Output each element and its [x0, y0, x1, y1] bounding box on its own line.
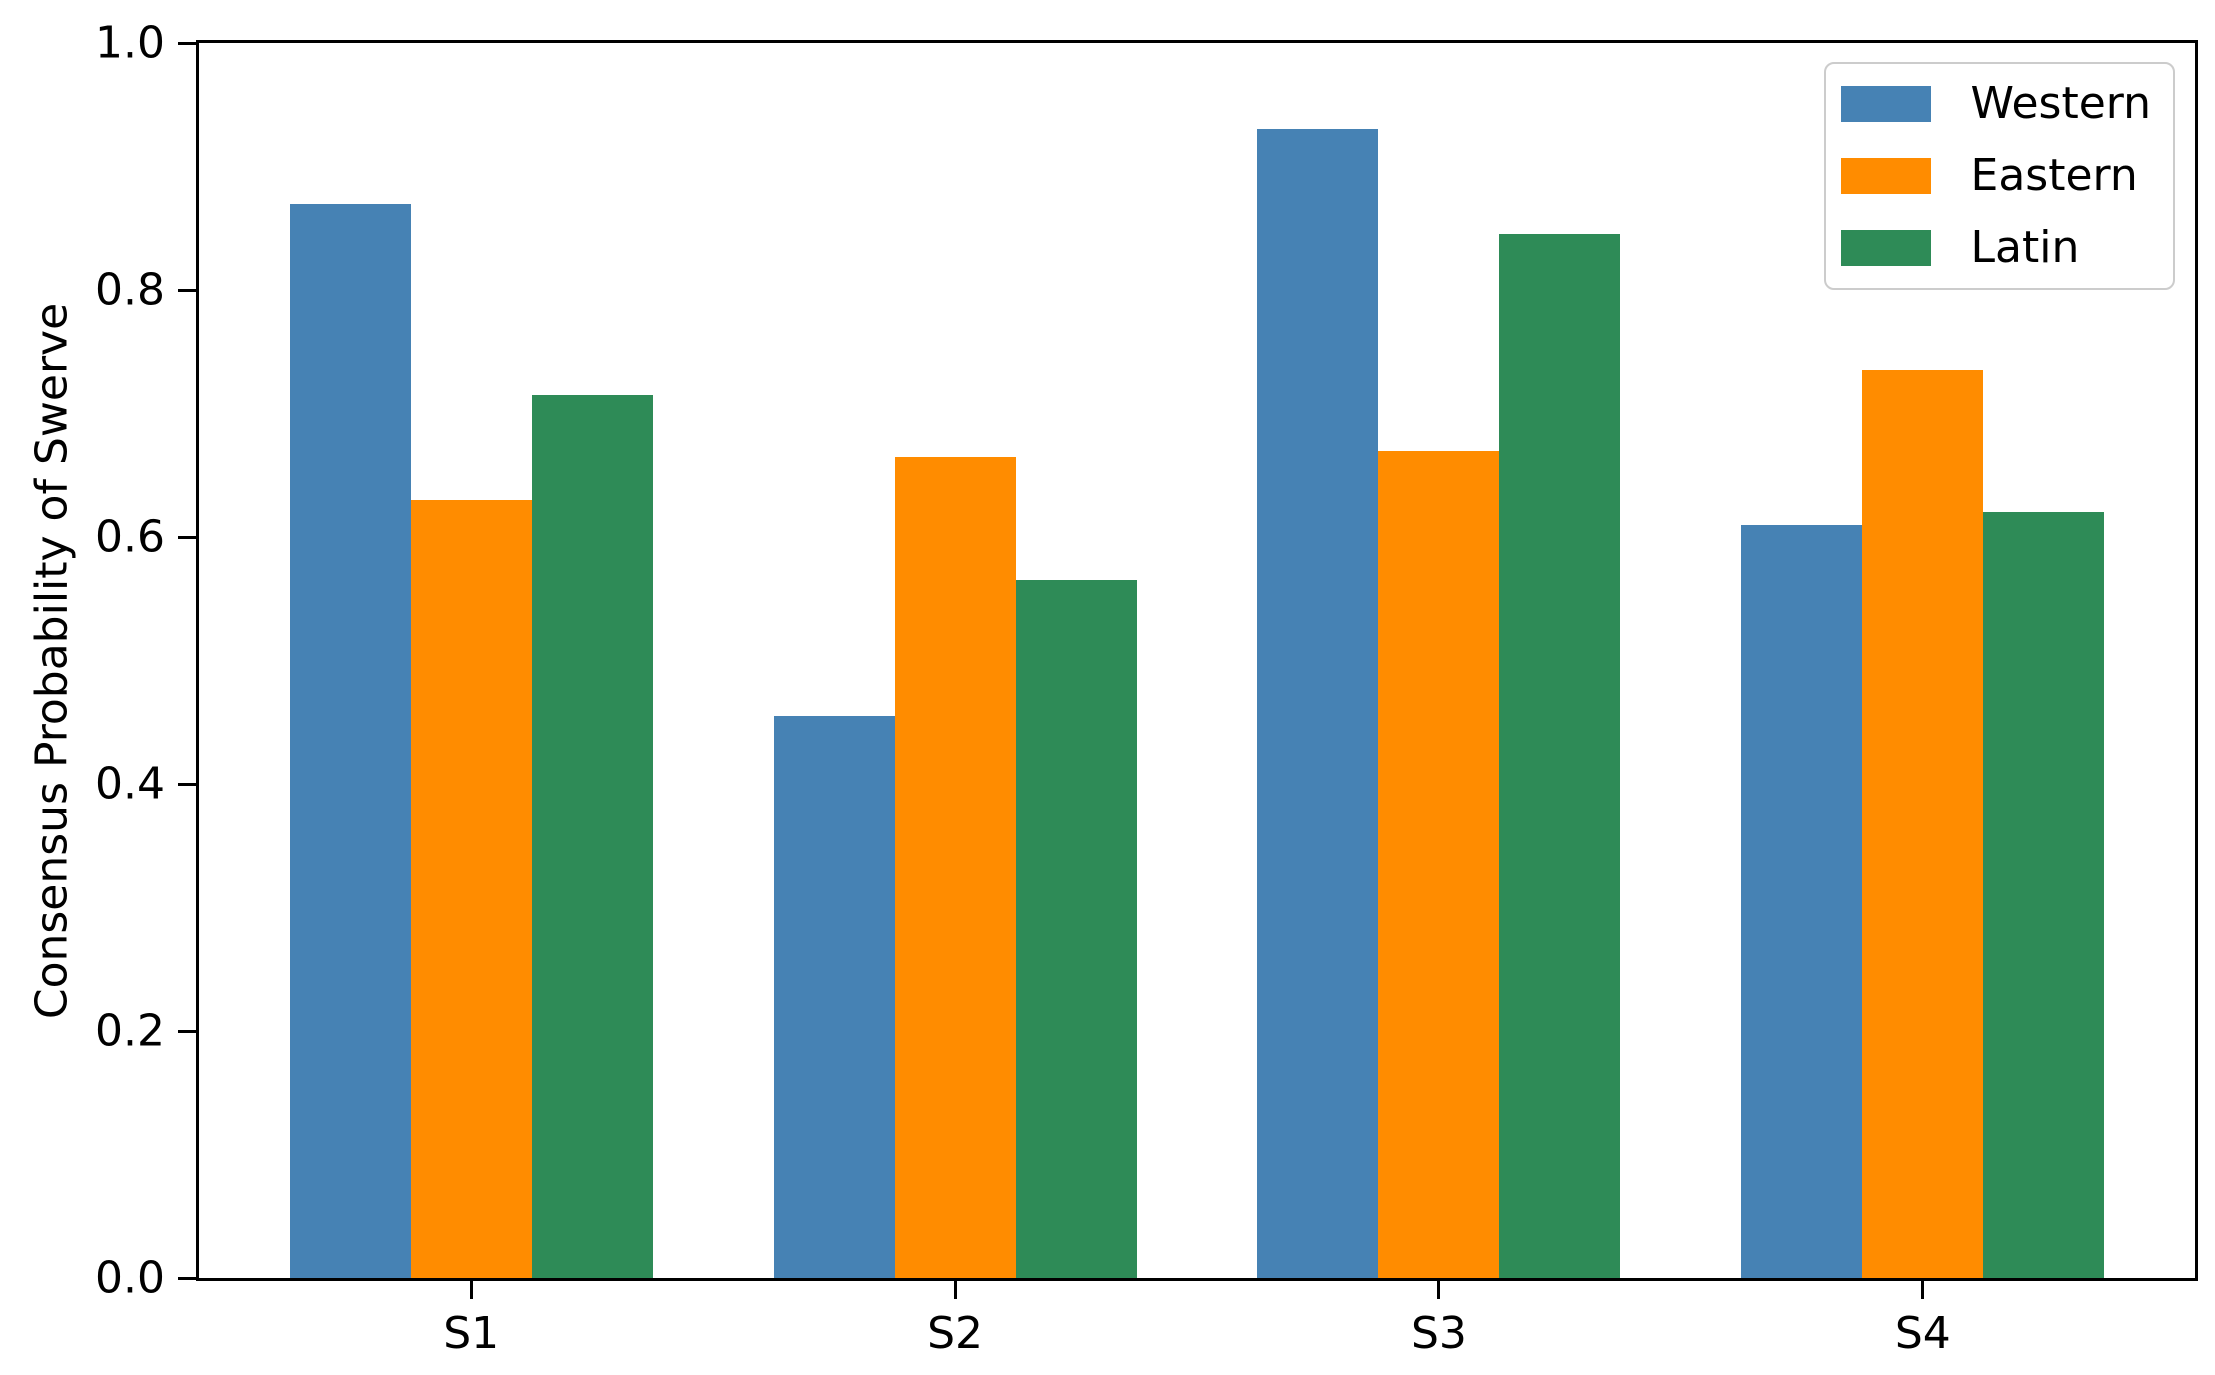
y-tick-label-1.0: 1.0	[95, 17, 165, 69]
bar-s1-latin	[531, 394, 653, 1278]
y-tick-mark-0.4	[178, 782, 196, 786]
legend-item-latin: Latin	[1840, 222, 2151, 273]
x-tick-mark-S3	[1437, 1281, 1441, 1299]
y-tick-label-0.0: 0.0	[95, 1252, 165, 1304]
latin-swatch	[1840, 230, 1931, 266]
bar-s4-eastern	[1862, 370, 1984, 1278]
y-tick-mark-0.0	[178, 1276, 196, 1280]
x-tick-label-S1: S1	[443, 1308, 500, 1359]
legend-item-eastern: Eastern	[1840, 150, 2151, 201]
legend-label-latin: Latin	[1970, 222, 2080, 273]
legend-label-eastern: Eastern	[1970, 150, 2138, 201]
legend: Western Eastern Latin	[1823, 62, 2175, 290]
y-tick-mark-1.0	[178, 41, 196, 45]
bar-s3-latin	[1499, 234, 1621, 1278]
y-tick-label-0.4: 0.4	[95, 758, 165, 810]
x-tick-label-S3: S3	[1410, 1308, 1467, 1359]
bar-s4-western	[1741, 524, 1863, 1278]
y-tick-mark-0.2	[178, 1029, 196, 1033]
y-tick-label-0.6: 0.6	[95, 511, 165, 563]
legend-item-western: Western	[1840, 78, 2151, 129]
x-tick-label-S4: S4	[1894, 1308, 1951, 1359]
x-tick-label-S2: S2	[927, 1308, 984, 1359]
y-tick-mark-0.6	[178, 535, 196, 539]
plot-area: Western Eastern Latin 0.0 0.2 0.4 0.6 0.8 1.0…	[95, 18, 2198, 1359]
bar-s1-eastern	[410, 499, 532, 1278]
y-tick-mark-0.8	[178, 288, 196, 292]
bar-s4-latin	[1983, 512, 2105, 1278]
x-tick-mark-S1	[469, 1281, 473, 1299]
bar-s3-eastern	[1378, 450, 1500, 1278]
legend-label-western: Western	[1970, 78, 2151, 129]
y-axis-label-area: Consensus Probability of Swerve	[20, 40, 84, 1281]
bar-s3-western	[1257, 129, 1379, 1278]
y-tick-label-0.2: 0.2	[95, 1005, 165, 1057]
bar-s1-western	[289, 203, 411, 1278]
y-tick-label-0.8: 0.8	[95, 264, 165, 316]
eastern-swatch	[1840, 158, 1931, 194]
x-tick-mark-S4	[1921, 1281, 1925, 1299]
x-tick-mark-S2	[953, 1281, 957, 1299]
western-swatch	[1840, 86, 1931, 122]
y-axis-label: Consensus Probability of Swerve	[26, 302, 78, 1019]
bar-s2-eastern	[894, 456, 1016, 1278]
bar-s2-western	[773, 716, 895, 1278]
bar-s2-latin	[1015, 580, 1137, 1278]
